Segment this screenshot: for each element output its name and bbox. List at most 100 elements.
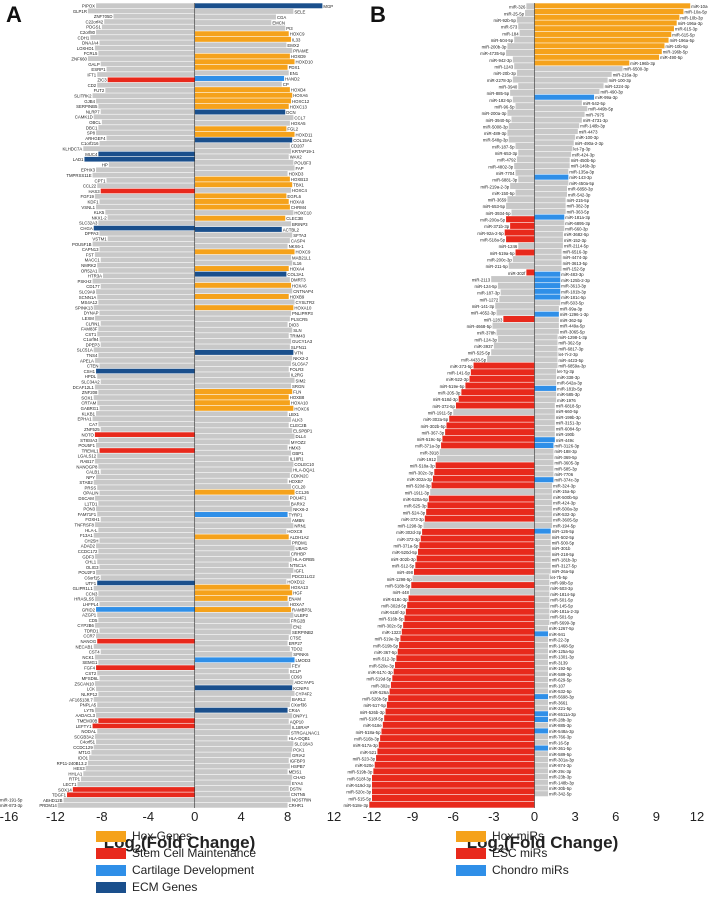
bar-a-down-112	[94, 596, 195, 602]
bar-b-down-118	[372, 788, 535, 795]
bar-label-a-down-99: HLA-L	[85, 528, 98, 533]
bar-label-a-up-17: HOXC12	[292, 99, 310, 104]
bar-label-a-down-128: ZSCAN10	[75, 681, 95, 686]
bar-a-up-63	[194, 355, 293, 361]
bar-a-up-1	[194, 8, 294, 14]
bar-a-down-7	[99, 40, 195, 46]
bar-a-down-5	[96, 29, 195, 35]
bar-label-b-up-115: miR-3139	[549, 660, 568, 665]
bar-a-down-84	[99, 448, 195, 453]
bar-a-up-142	[194, 797, 292, 803]
bar-label-a-down-43: DPPA3	[85, 231, 99, 236]
bar-label-b-up-11: miR-6500-3p	[624, 67, 649, 72]
bar-label-a-up-8: PRAME	[293, 48, 308, 53]
bar-label-b-up-67: miR-181b-5p	[557, 386, 582, 391]
bar-b-up-7	[534, 43, 665, 49]
bar-b-down-117	[372, 781, 535, 788]
bar-label-a-up-58: SLN	[293, 328, 301, 333]
bar-label-a-up-48: COL3A1	[287, 272, 304, 277]
bar-label-a-down-147: LECT1	[63, 782, 77, 787]
bar-label-b-down-75: miR-525-3p	[404, 504, 427, 509]
bar-b-up-127	[534, 728, 549, 734]
bar-a-down-75	[97, 400, 195, 406]
bar-label-a-down-63: C1orf94	[83, 337, 99, 342]
bar-a-down-2	[113, 13, 195, 19]
bar-label-a-up-121: ADCYAP1	[294, 680, 314, 685]
bar-a-up-98	[194, 551, 290, 557]
bar-a-up-77	[194, 433, 295, 439]
bar-label-a-down-103: CCDC172	[78, 549, 98, 554]
legend-a-item-3: ECM Genes	[96, 880, 197, 894]
legend-a-item-2: Cartilage Development	[96, 863, 254, 877]
bar-b-up-49	[534, 283, 561, 289]
bar-a-up-38	[194, 215, 286, 221]
bar-a-up-53	[194, 299, 295, 305]
bar-a-up-136	[194, 763, 290, 769]
bar-b-down-75	[427, 502, 535, 509]
bar-b-down-27	[510, 182, 535, 189]
bar-a-up-62	[194, 349, 294, 355]
bar-label-a-down-6: CDH1	[78, 35, 90, 40]
bar-b-up-77	[534, 442, 554, 449]
bar-a-down-118	[99, 628, 195, 633]
bar-label-a-down-78: EPHA1	[77, 417, 92, 422]
bar-a-down-20	[100, 109, 195, 114]
bar-b-up-121	[534, 694, 549, 700]
bar-label-b-up-0: miR-10a-3p	[691, 4, 708, 9]
bar-label-a-up-100: NT5C1A	[290, 563, 307, 568]
bar-a-down-34	[97, 183, 195, 189]
bar-b-down-97	[397, 648, 535, 655]
bar-a-down-4	[101, 24, 195, 30]
bar-b-down-59	[458, 395, 535, 402]
bar-label-a-down-107: POU2F3	[78, 570, 95, 575]
bar-label-b-up-103: miR-1814-5p	[550, 592, 575, 597]
bar-label-a-up-68: SRGN	[292, 384, 304, 389]
bar-label-b-down-29: miR-3659	[488, 198, 507, 203]
bar-label-b-up-135: miR-23b-3p	[549, 775, 572, 780]
bar-a-down-0	[96, 3, 195, 8]
bar-label-a-down-126: CST2	[85, 671, 97, 676]
bar-label-a-down-120: NANOG	[80, 639, 96, 644]
bar-label-a-down-65: SLC51A	[77, 348, 93, 353]
bar-a-up-135	[194, 757, 289, 763]
bar-label-b-down-53: miR-4433-5p	[461, 357, 486, 362]
bar-b-down-20	[508, 136, 535, 143]
bar-label-a-down-39: KLK5	[94, 210, 105, 215]
bar-label-b-down-65: miR-519c-5p	[417, 437, 442, 442]
bar-a-down-32	[92, 172, 195, 178]
bar-label-a-down-60: CLRN1	[86, 321, 101, 326]
bar-a-up-100	[194, 562, 289, 568]
bar-label-a-up-24: COL15A1	[293, 138, 312, 143]
bar-a-up-109	[194, 612, 294, 618]
bar-b-down-116	[372, 775, 535, 782]
bar-b-down-103	[389, 688, 535, 695]
bar-a-down-102	[96, 543, 195, 549]
bar-b-up-107	[534, 614, 550, 620]
bar-a-down-71	[100, 379, 195, 385]
bar-label-b-up-2: miR-10b-3p	[680, 15, 703, 20]
bar-a-down-107	[96, 569, 195, 575]
bar-b-up-1	[534, 9, 684, 15]
bar-a-up-110	[194, 618, 290, 624]
bar-a-down-33	[106, 178, 195, 183]
bar-b-up-115	[534, 659, 549, 665]
bar-a-down-143	[87, 760, 195, 766]
bar-label-b-down-62: miR-302a-5p	[423, 417, 448, 422]
bar-label-b-up-30: miR-143-3p	[569, 175, 592, 180]
bar-label-a-down-49: NMRK2	[81, 263, 97, 268]
bar-a-up-23	[194, 131, 295, 137]
bar-a-down-101	[99, 538, 195, 543]
bar-b-down-95	[400, 635, 535, 642]
bar-label-b-up-129: miR-16-5p	[549, 740, 570, 745]
bar-label-a-up-90: NKX6-2	[293, 507, 309, 512]
bar-label-b-down-108: miR-518e	[363, 723, 382, 728]
bar-label-b-up-123: miR-221-5p	[549, 706, 572, 711]
bar-label-a-up-45: MAB21L1	[292, 255, 311, 260]
bar-label-b-down-9: miR-1243	[495, 65, 514, 70]
bar-label-b-up-47: miR-483-3p	[561, 272, 584, 277]
bar-a-down-37	[99, 199, 195, 204]
bar-label-b-down-87: miR-518b-5p	[385, 583, 410, 588]
bar-label-b-down-97: miR-367-5p	[374, 650, 397, 655]
bar-label-a-down-135: TMEM30B	[77, 718, 97, 723]
bar-a-up-45	[194, 254, 292, 260]
